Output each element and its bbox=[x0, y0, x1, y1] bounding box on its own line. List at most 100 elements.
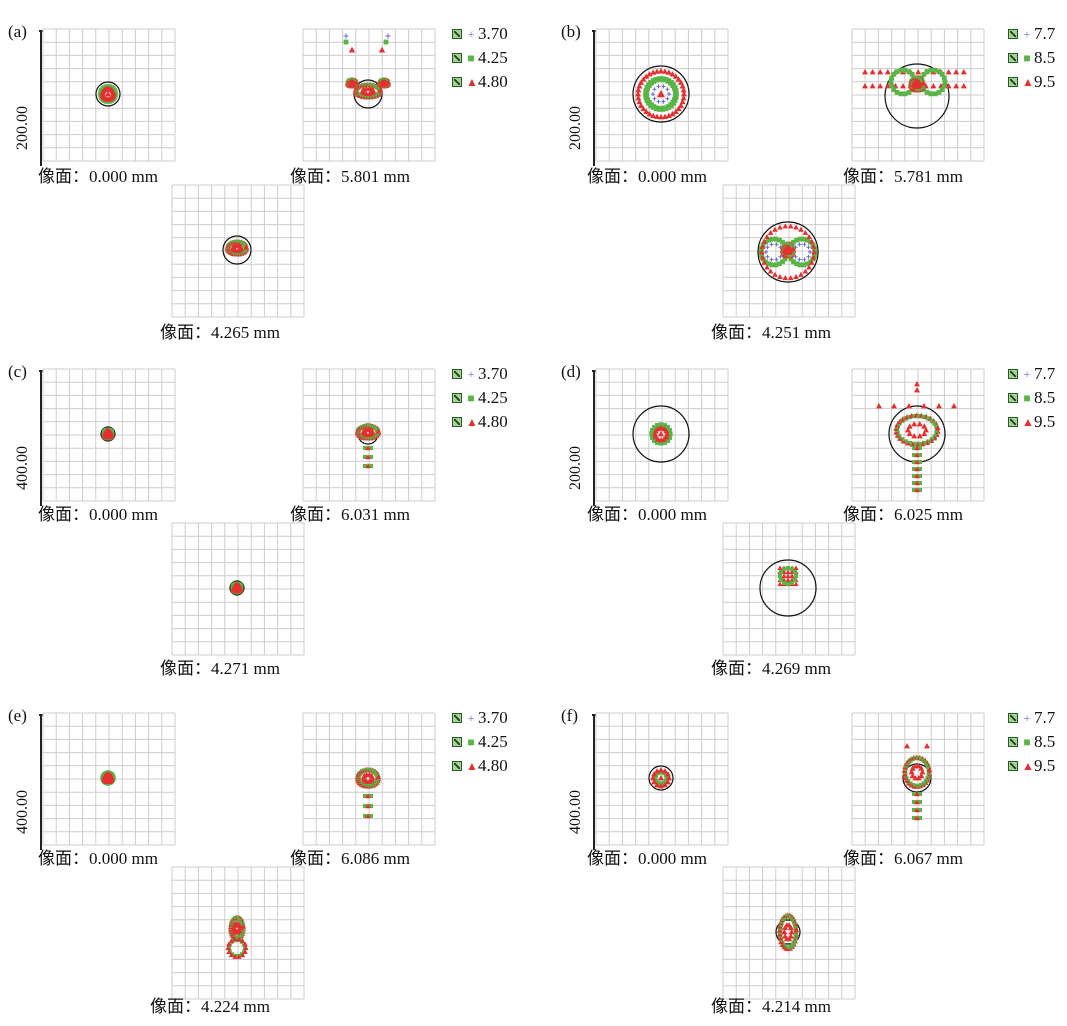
triangle-point bbox=[908, 769, 915, 775]
triangle-point bbox=[781, 573, 787, 579]
triangle-point bbox=[916, 79, 923, 85]
triangle-point bbox=[914, 381, 920, 387]
legend-item: +3.70 bbox=[452, 22, 508, 46]
triangle-point bbox=[960, 69, 967, 75]
square-point bbox=[805, 237, 810, 243]
triangle-point bbox=[777, 581, 783, 587]
grid bbox=[595, 712, 729, 846]
triangle-point bbox=[785, 577, 791, 583]
square-point bbox=[643, 94, 650, 100]
square-point bbox=[369, 464, 373, 468]
legend-item: ▲ 9.5 bbox=[1008, 70, 1055, 94]
square-point bbox=[941, 75, 947, 81]
square-point bbox=[797, 262, 803, 268]
plus-point bbox=[765, 254, 770, 259]
triangle-point bbox=[802, 229, 809, 235]
grid bbox=[302, 712, 436, 846]
triangle-point bbox=[654, 68, 661, 74]
triangle-point bbox=[643, 73, 650, 79]
square-point bbox=[782, 256, 788, 262]
square-marker-icon: ■ bbox=[1023, 735, 1031, 749]
square-point bbox=[918, 792, 922, 796]
square-point bbox=[891, 71, 897, 77]
square-point bbox=[773, 236, 779, 242]
triangle-point bbox=[761, 238, 768, 244]
y-axis-value: 400.00 bbox=[14, 790, 31, 834]
square-marker-icon: ■ bbox=[467, 391, 475, 405]
grid bbox=[595, 368, 729, 502]
square-point bbox=[924, 69, 930, 75]
legend-item: ▲ 9.5 bbox=[1008, 754, 1055, 778]
triangle-point bbox=[640, 76, 647, 82]
square-point bbox=[918, 474, 922, 478]
square-point bbox=[661, 439, 668, 445]
triangle-point bbox=[365, 793, 371, 799]
legend-item: ■ 4.25 bbox=[452, 46, 508, 70]
spot-diagram bbox=[42, 368, 176, 502]
triangle-point bbox=[665, 69, 672, 75]
legend: +3.70 ■ 4.25 ▲ 4.80 bbox=[452, 362, 508, 434]
triangle-marker-icon: ▲ bbox=[466, 75, 478, 89]
airy-disk-circle bbox=[775, 919, 801, 945]
plus-point bbox=[778, 254, 783, 259]
triangle-point bbox=[672, 73, 679, 79]
square-point bbox=[891, 87, 897, 93]
panel-e: (e) 400.00 像面：0.000 mm 像面：6.086 mm 像面：4.… bbox=[0, 706, 520, 1026]
plus-marker-icon: + bbox=[1023, 367, 1031, 381]
triangle-point bbox=[921, 430, 928, 437]
legend-label: 9.5 bbox=[1034, 72, 1056, 91]
triangle-point bbox=[914, 815, 920, 821]
legend-item: ■ 8.5 bbox=[1008, 730, 1055, 754]
triangle-point bbox=[785, 569, 791, 575]
spot-diagram bbox=[302, 368, 436, 502]
legend: +3.70 ■ 4.25 ▲ 4.80 bbox=[452, 22, 508, 94]
legend-swatch-icon bbox=[1008, 737, 1018, 747]
plus-point bbox=[667, 92, 671, 96]
square-point bbox=[918, 481, 922, 485]
plus-point bbox=[764, 250, 768, 254]
caption: 像面：0.000 mm bbox=[587, 505, 707, 524]
square-point bbox=[909, 71, 915, 77]
legend-label: 9.5 bbox=[1034, 412, 1056, 431]
triangle-point bbox=[914, 480, 920, 486]
triangle-point bbox=[787, 924, 794, 931]
square-point bbox=[912, 460, 916, 464]
caption: 像面：0.000 mm bbox=[38, 167, 158, 186]
square-point bbox=[917, 413, 922, 419]
square-point bbox=[643, 88, 650, 94]
triangle-point bbox=[876, 403, 882, 409]
triangle-point bbox=[877, 83, 884, 89]
triangle-point bbox=[377, 87, 384, 93]
triangle-point bbox=[787, 275, 794, 281]
square-point bbox=[888, 79, 894, 85]
legend-label: 7.7 bbox=[1034, 364, 1056, 383]
triangle-point bbox=[914, 791, 920, 797]
spot-diagram bbox=[595, 28, 729, 162]
triangle-point bbox=[862, 69, 868, 75]
plus-point bbox=[652, 87, 657, 92]
square-point bbox=[780, 239, 785, 245]
square-point bbox=[363, 455, 367, 459]
airy-disk-circle bbox=[95, 81, 121, 107]
square-point bbox=[939, 71, 945, 77]
square-point bbox=[898, 67, 904, 73]
plus-point bbox=[661, 99, 666, 104]
triangle-point bbox=[680, 94, 687, 101]
triangle-point bbox=[761, 259, 768, 265]
square-point bbox=[661, 780, 667, 786]
triangle-point bbox=[375, 428, 382, 434]
square-point bbox=[912, 474, 916, 478]
square-point bbox=[113, 89, 118, 95]
triangle-point bbox=[764, 264, 770, 270]
square-point bbox=[786, 566, 790, 570]
square-point bbox=[792, 570, 797, 574]
square-point bbox=[759, 253, 764, 259]
legend-label: 4.25 bbox=[478, 388, 508, 407]
caption: 像面：0.000 mm bbox=[587, 167, 707, 186]
square-point bbox=[363, 794, 367, 798]
triangle-point bbox=[662, 781, 668, 788]
triangle-point bbox=[226, 949, 232, 954]
triangle-point bbox=[945, 83, 952, 89]
triangle-point bbox=[105, 431, 111, 437]
square-point bbox=[924, 89, 930, 95]
